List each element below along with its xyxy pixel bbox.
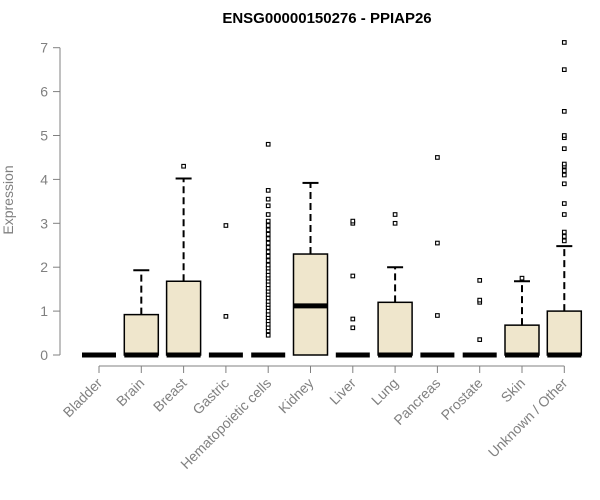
outlier-point [477, 278, 483, 283]
box-hematopoietic-cells [251, 141, 286, 358]
outlier-point [350, 316, 356, 322]
box-body [546, 310, 583, 356]
outlier-point [435, 240, 440, 246]
outlier-point [435, 155, 440, 160]
outlier-point [561, 212, 567, 217]
y-tick-label: 4 [40, 171, 48, 187]
outlier-point [350, 325, 356, 331]
outlier-point [561, 40, 567, 45]
outlier-point [477, 297, 483, 303]
box-breast [165, 163, 202, 358]
box-pancreas [420, 155, 455, 358]
outlier-point [561, 146, 567, 152]
outlier-point [561, 133, 567, 138]
outlier-point [350, 218, 356, 224]
boxes [82, 40, 583, 358]
outlier-point [561, 172, 567, 178]
x-tick-label: Pancreas [390, 375, 443, 428]
outlier-point [561, 201, 567, 206]
box-brain [123, 269, 160, 358]
outlier-point [265, 240, 271, 246]
box-body [165, 280, 202, 356]
outlier-point [265, 218, 271, 224]
box-body [377, 301, 413, 356]
outlier-point [561, 168, 567, 173]
outlier-point [265, 188, 271, 193]
x-tick-label: Unknown / Other [485, 375, 571, 461]
y-tick-label: 5 [40, 128, 48, 144]
outlier-point [265, 258, 271, 263]
outlier-point [350, 273, 356, 279]
chart-title: ENSG00000150276 - PPIAP26 [222, 10, 431, 27]
box-kidney [292, 181, 329, 356]
y-tick-label: 7 [40, 40, 48, 56]
outlier-point [265, 332, 271, 338]
outlier-point [265, 223, 271, 228]
outlier-point [477, 337, 483, 342]
outlier-point [561, 234, 567, 239]
outlier-point [435, 313, 440, 318]
outlier-point [265, 227, 271, 233]
y-tick-label: 3 [40, 215, 48, 231]
box-lung [377, 212, 413, 358]
outlier-point [561, 238, 567, 244]
y-tick-label: 6 [40, 84, 48, 100]
x-tick-label: Lung [368, 375, 401, 408]
box-body [504, 324, 540, 356]
x-tick-label: Prostate [438, 375, 486, 423]
outlier-point [561, 161, 567, 167]
outlier-point [561, 181, 567, 187]
outlier-point [265, 245, 271, 250]
x-tick-label: Skin [498, 375, 529, 406]
x-tick-label: Liver [326, 375, 359, 408]
box-unknown-other [546, 40, 583, 358]
outlier-point [265, 196, 271, 202]
outlier-point [392, 212, 398, 217]
y-axis: 0 1 2 3 4 5 6 7 [40, 40, 61, 363]
outlier-point [265, 212, 271, 217]
outlier-point [181, 163, 186, 169]
y-tick-label: 2 [40, 259, 48, 275]
x-tick-label: Kidney [275, 375, 317, 417]
outlier-point [561, 109, 567, 114]
outlier-point [265, 262, 271, 268]
y-tick-label: 1 [40, 303, 48, 319]
outlier-point [519, 275, 525, 281]
outlier-point [561, 67, 567, 72]
box-liver [335, 218, 370, 358]
outlier-point [265, 253, 271, 259]
x-tick-label: Breast [150, 375, 190, 415]
outlier-point [265, 203, 271, 209]
y-tick-label: 0 [40, 347, 48, 363]
outlier-point [223, 314, 229, 319]
box-body [123, 313, 160, 356]
box-gastric [208, 223, 243, 358]
box-skin [504, 275, 540, 358]
outlier-point [561, 229, 567, 235]
outlier-point [265, 249, 271, 255]
y-axis-label: Expression [0, 165, 16, 234]
x-tick-label: Brain [113, 375, 147, 409]
outlier-point [392, 220, 398, 226]
x-tick-label: Bladder [60, 375, 106, 421]
outlier-point [265, 236, 271, 242]
outlier-point [265, 141, 271, 147]
outlier-point [265, 231, 271, 237]
outlier-point [223, 223, 229, 228]
box-prostate [462, 278, 497, 358]
